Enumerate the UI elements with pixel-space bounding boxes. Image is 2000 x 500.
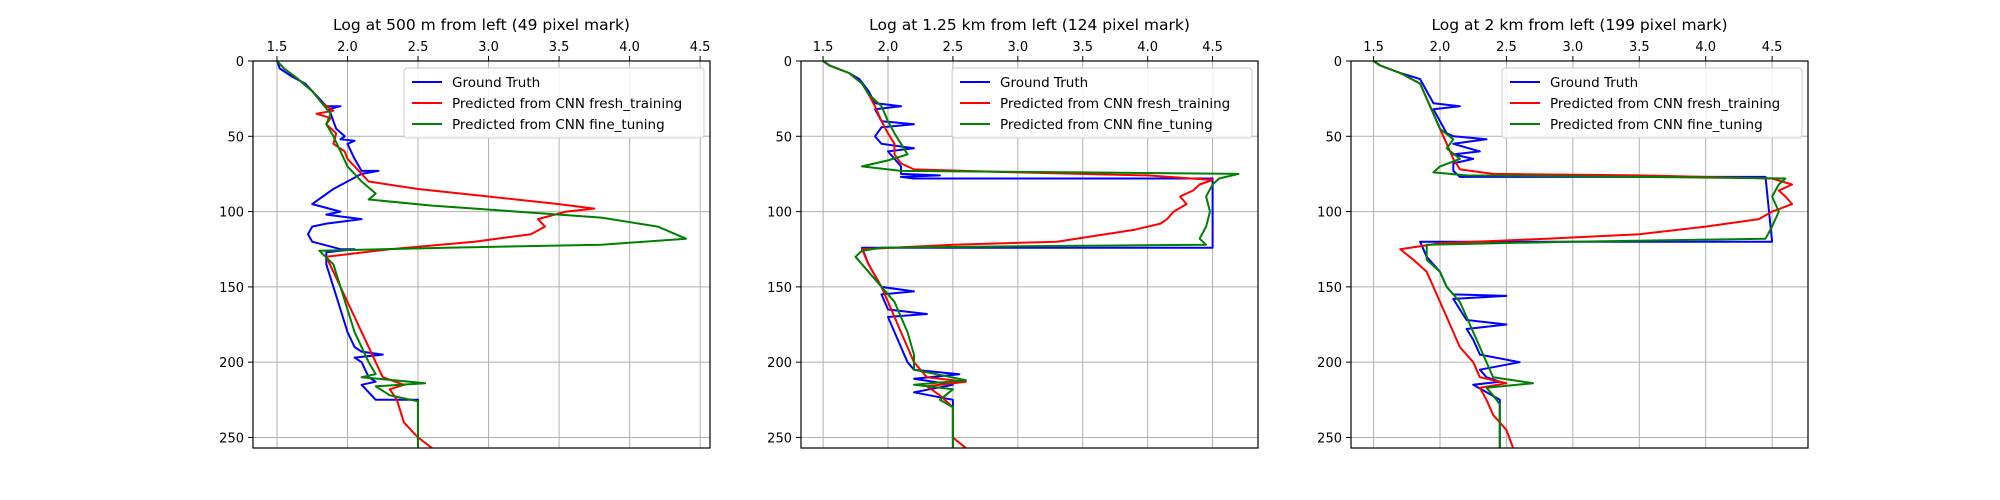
y-tick-label: 100	[219, 206, 244, 221]
y-tick-label: 150	[219, 281, 244, 296]
x-tick-label: 4.0	[619, 40, 640, 55]
legend: Ground Truth Predicted from CNN fresh_tra…	[951, 67, 1253, 139]
series-line-ground-truth	[1373, 61, 1774, 448]
x-tick-label: 4.0	[1695, 40, 1716, 55]
legend-label: Predicted from CNN fine_tuning	[1550, 117, 1763, 133]
x-tick-label: 3.5	[1072, 40, 1093, 55]
y-tick-label: 200	[1317, 356, 1342, 371]
legend-box	[403, 67, 705, 139]
y-tick-label: 50	[227, 130, 244, 145]
y-tick-label: 250	[1317, 431, 1342, 446]
chart-title: Log at 1.25 km from left (124 pixel mark…	[869, 16, 1190, 34]
chart-panel-1: 1.5 2.0 2.5 3.0 3.5 4.0 4.5 0 50 100 150 200 250 Log …	[219, 16, 711, 449]
series-line-fine-tuning	[822, 61, 1240, 448]
x-tick-label: 1.5	[267, 40, 288, 55]
x-tick-label: 4.0	[1137, 40, 1158, 55]
y-tick-label: 0	[784, 55, 792, 70]
series-line-fresh-training	[822, 61, 1214, 448]
series-line-ground-truth	[822, 61, 1214, 448]
series-line-fine-tuning	[276, 61, 687, 448]
x-tick-label: 1.5	[813, 40, 834, 55]
y-tick-label: 250	[219, 431, 244, 446]
chart-title: Log at 500 m from left (49 pixel mark)	[333, 16, 630, 34]
legend-label: Predicted from CNN fresh_training	[1000, 96, 1230, 112]
x-tick-label: 4.5	[690, 40, 711, 55]
legend-box	[951, 67, 1253, 139]
x-tick-label: 4.5	[1202, 40, 1223, 55]
series-line-ground-truth	[276, 61, 419, 448]
x-tick-label: 2.5	[943, 40, 964, 55]
y-tick-label: 250	[767, 431, 792, 446]
x-tick-label: 2.5	[1496, 40, 1517, 55]
legend-label: Ground Truth	[1000, 75, 1088, 91]
y-tick-label: 200	[219, 356, 244, 371]
x-tick-label: 3.5	[549, 40, 570, 55]
y-tick-label: 100	[1317, 206, 1342, 221]
series-line-fresh-training	[1373, 61, 1794, 448]
legend-label: Predicted from CNN fresh_training	[1550, 96, 1780, 112]
legend-label: Ground Truth	[452, 75, 540, 91]
y-tick-label: 50	[775, 130, 792, 145]
x-tick-label: 2.5	[408, 40, 429, 55]
chart-title: Log at 2 km from left (199 pixel mark)	[1431, 16, 1727, 34]
axes-frame	[800, 60, 1259, 449]
axes-frame	[1350, 60, 1809, 449]
legend: Ground Truth Predicted from CNN fresh_tra…	[1501, 67, 1803, 139]
x-tick-label: 3.0	[1563, 40, 1584, 55]
chart-panel-2: 1.5 2.0 2.5 3.0 3.5 4.0 4.5 0 50 100 150 200 250 Log …	[767, 16, 1259, 449]
legend-label: Ground Truth	[1550, 75, 1638, 91]
y-tick-label: 50	[1325, 130, 1342, 145]
y-tick-label: 0	[1334, 55, 1342, 70]
legend-box	[1501, 67, 1803, 139]
series-line-fresh-training	[276, 61, 596, 448]
x-tick-label: 3.5	[1629, 40, 1650, 55]
legend-label: Predicted from CNN fine_tuning	[452, 117, 665, 133]
x-tick-label: 3.0	[478, 40, 499, 55]
series-line-fine-tuning	[1373, 61, 1787, 448]
x-tick-label: 1.5	[1363, 40, 1384, 55]
x-tick-label: 2.0	[337, 40, 358, 55]
y-tick-label: 100	[767, 206, 792, 221]
y-tick-label: 150	[767, 281, 792, 296]
chart-panel-3: 1.5 2.0 2.5 3.0 3.5 4.0 4.5 0 50 100 150 200 250 Log …	[1317, 16, 1809, 449]
legend-label: Predicted from CNN fine_tuning	[1000, 117, 1213, 133]
x-tick-label: 2.0	[878, 40, 899, 55]
x-tick-label: 3.0	[1007, 40, 1028, 55]
x-tick-label: 2.0	[1430, 40, 1451, 55]
legend: Ground Truth Predicted from CNN fresh_tra…	[403, 67, 705, 139]
y-tick-label: 0	[236, 55, 244, 70]
legend-label: Predicted from CNN fresh_training	[452, 96, 682, 112]
y-tick-label: 200	[767, 356, 792, 371]
y-tick-label: 150	[1317, 281, 1342, 296]
x-tick-label: 4.5	[1762, 40, 1783, 55]
axes-frame	[252, 60, 711, 449]
